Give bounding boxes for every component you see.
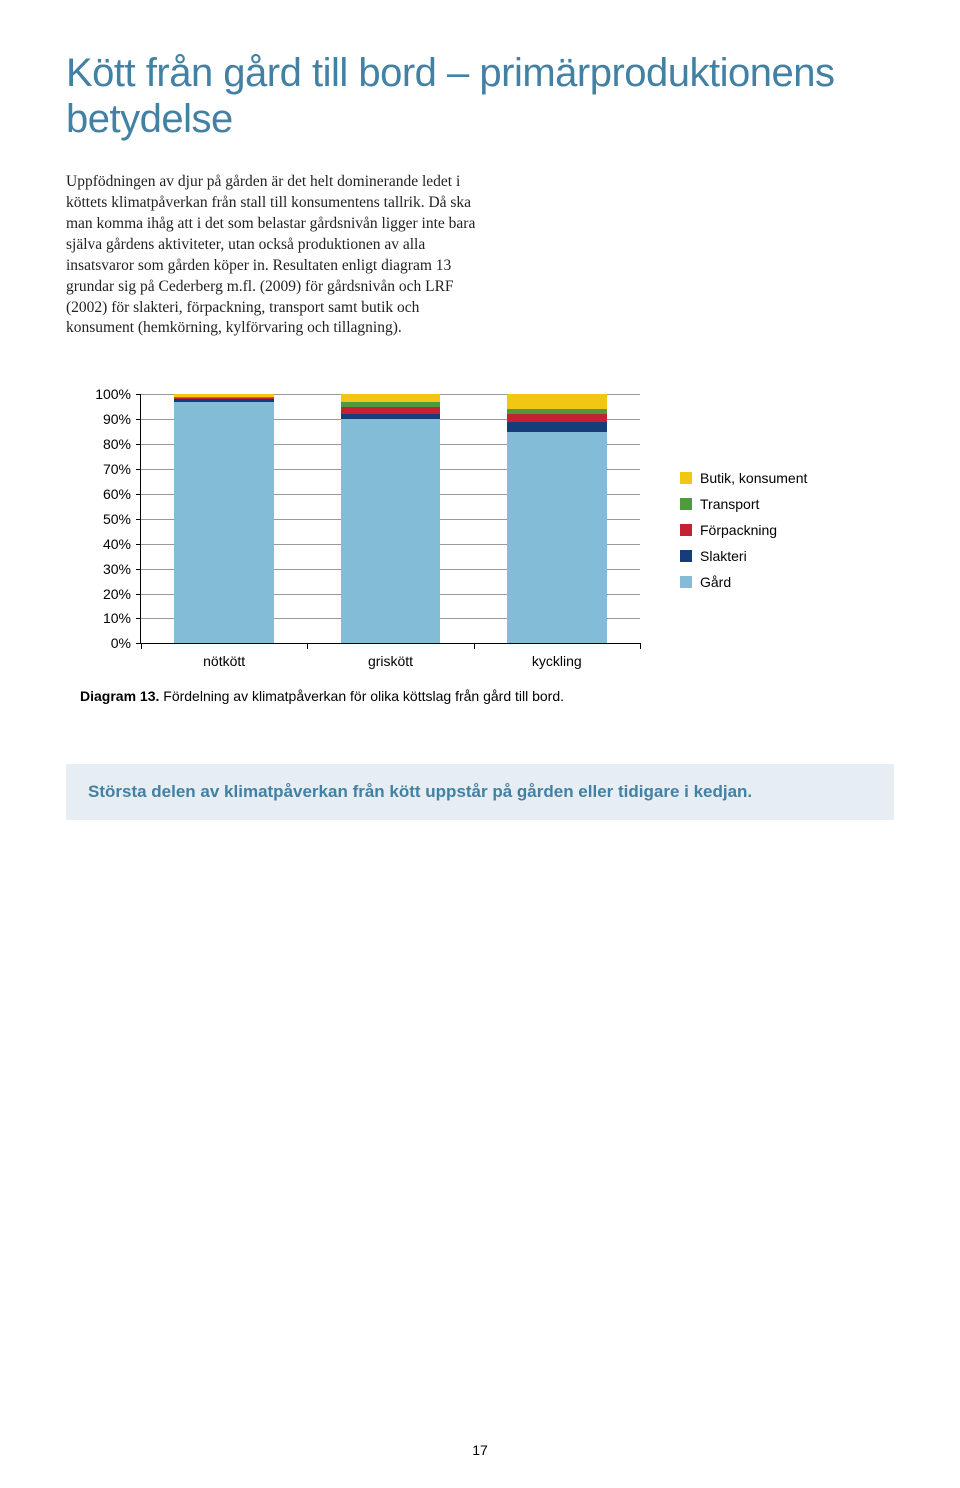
- bar-segment-gard: [507, 432, 607, 644]
- legend-swatch: [680, 576, 692, 588]
- page-title: Kött från gård till bord – primärprodukt…: [66, 50, 894, 142]
- legend-item: Gård: [680, 574, 807, 590]
- caption-prefix: Diagram 13.: [80, 688, 159, 704]
- y-tick-label: 80%: [103, 436, 131, 452]
- legend-item: Förpackning: [680, 522, 807, 538]
- y-tick-label: 50%: [103, 511, 131, 527]
- y-tick: [136, 444, 141, 445]
- legend-label: Slakteri: [700, 548, 747, 564]
- x-category-label: kyckling: [532, 653, 582, 669]
- y-tick: [136, 419, 141, 420]
- x-tick: [474, 643, 475, 649]
- plot-area: 0%10%20%30%40%50%60%70%80%90%100%nötkött…: [140, 394, 640, 644]
- stacked-bar-chart: 0%10%20%30%40%50%60%70%80%90%100%nötkött…: [80, 394, 640, 674]
- bar-segment-butik: [507, 394, 607, 409]
- y-tick-label: 20%: [103, 586, 131, 602]
- y-tick: [136, 594, 141, 595]
- y-tick: [136, 519, 141, 520]
- figure-block: 0%10%20%30%40%50%60%70%80%90%100%nötkött…: [66, 394, 894, 674]
- bar-segment-forpackning: [507, 414, 607, 421]
- bar-segment-transport: [507, 409, 607, 414]
- y-tick: [136, 569, 141, 570]
- bar-segment-butik: [341, 394, 441, 401]
- page-number: 17: [0, 1442, 960, 1458]
- bar: [507, 394, 607, 643]
- y-tick-label: 40%: [103, 536, 131, 552]
- figure-caption: Diagram 13. Fördelning av klimatpåverkan…: [80, 688, 894, 704]
- bar-segment-gard: [174, 402, 274, 644]
- legend-swatch: [680, 524, 692, 536]
- legend-swatch: [680, 472, 692, 484]
- bar-segment-forpackning: [341, 407, 441, 414]
- legend-label: Butik, konsument: [700, 470, 807, 486]
- bar-segment-slakteri: [507, 422, 607, 432]
- legend-label: Transport: [700, 496, 759, 512]
- highlight-callout: Största delen av klimatpåverkan från köt…: [66, 764, 894, 820]
- y-tick-label: 10%: [103, 610, 131, 626]
- y-tick-label: 30%: [103, 561, 131, 577]
- x-category-label: nötkött: [203, 653, 245, 669]
- bar: [174, 394, 274, 643]
- x-tick: [141, 643, 142, 649]
- x-tick: [640, 643, 641, 649]
- legend-item: Butik, konsument: [680, 470, 807, 486]
- x-tick: [307, 643, 308, 649]
- body-paragraph: Uppfödningen av djur på gården är det he…: [66, 172, 486, 339]
- legend-label: Förpackning: [700, 522, 777, 538]
- y-tick: [136, 618, 141, 619]
- y-tick-label: 0%: [111, 635, 131, 651]
- bar-segment-slakteri: [341, 414, 441, 419]
- y-tick-label: 100%: [95, 386, 131, 402]
- bar-segment-transport: [341, 402, 441, 407]
- caption-text: Fördelning av klimatpåverkan för olika k…: [159, 688, 564, 704]
- bar-segment-butik: [174, 394, 274, 396]
- y-tick: [136, 494, 141, 495]
- legend-label: Gård: [700, 574, 731, 590]
- legend-item: Slakteri: [680, 548, 807, 564]
- bar-segment-forpackning: [174, 398, 274, 399]
- y-tick-label: 70%: [103, 461, 131, 477]
- legend-item: Transport: [680, 496, 807, 512]
- y-tick-label: 60%: [103, 486, 131, 502]
- legend-swatch: [680, 550, 692, 562]
- bar: [341, 394, 441, 643]
- bar-segment-gard: [341, 419, 441, 643]
- bar-segment-transport: [174, 397, 274, 398]
- bar-segment-slakteri: [174, 399, 274, 401]
- y-tick: [136, 544, 141, 545]
- chart-legend: Butik, konsument Transport Förpackning Slak…: [680, 470, 807, 590]
- x-category-label: griskött: [368, 653, 413, 669]
- y-tick-label: 90%: [103, 411, 131, 427]
- legend-swatch: [680, 498, 692, 510]
- y-tick: [136, 469, 141, 470]
